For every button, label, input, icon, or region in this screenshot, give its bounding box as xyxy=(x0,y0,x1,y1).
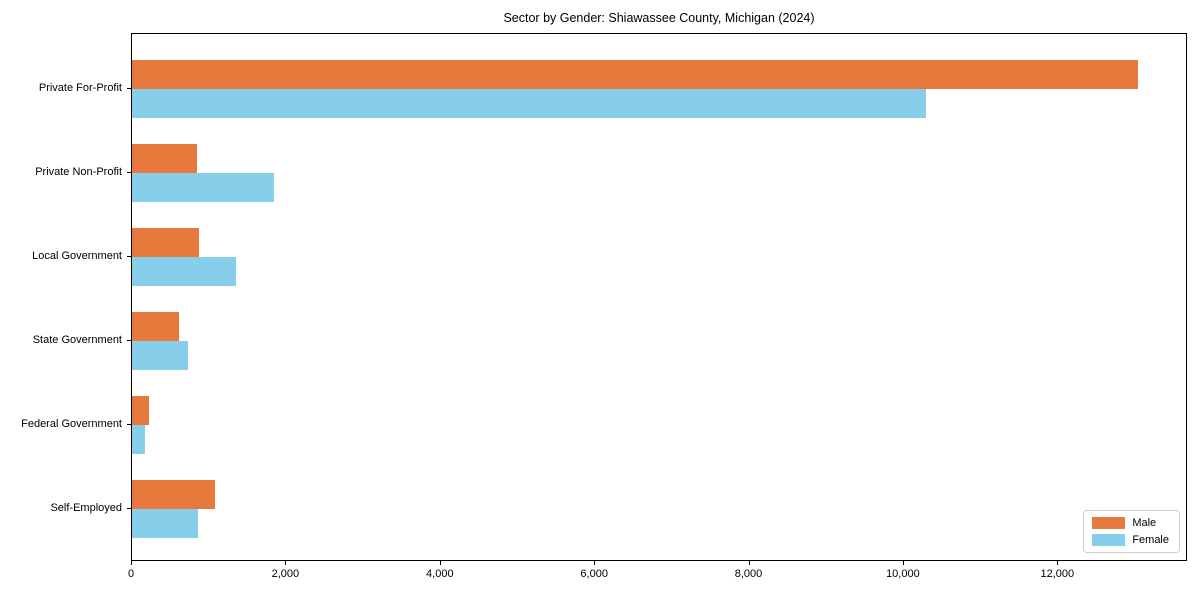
xtick-label-0: 0 xyxy=(127,568,135,580)
legend-item-male: Male xyxy=(1092,517,1169,529)
xtick-mark-6000 xyxy=(594,561,596,565)
female-legend-label: Female xyxy=(1132,534,1169,546)
ytick-label-local-government: Local Government xyxy=(32,250,122,262)
bar-private-for-profit-male xyxy=(132,60,1138,89)
bar-self-employed-male xyxy=(132,480,216,509)
ytick-label-federal-government: Federal Government xyxy=(21,418,122,430)
bar-self-employed-female xyxy=(132,509,198,538)
ytick-mark-private-non-profit xyxy=(127,172,131,173)
xtick-mark-12000 xyxy=(1057,561,1059,565)
xtick-label-10000: 10,000 xyxy=(886,568,920,580)
xtick-label-8000: 8,000 xyxy=(734,568,763,580)
ytick-mark-state-government xyxy=(127,340,131,341)
xtick-mark-4000 xyxy=(439,561,441,565)
ytick-mark-private-for-profit xyxy=(127,88,131,89)
xtick-label-4000: 4,000 xyxy=(426,568,454,580)
xtick-mark-8000 xyxy=(748,561,750,565)
ytick-label-private-for-profit: Private For-Profit xyxy=(38,82,122,94)
ytick-label-self-employed: Self-Employed xyxy=(50,502,122,514)
xtick-mark-0 xyxy=(131,561,132,565)
bar-private-non-profit-male xyxy=(132,144,197,173)
ytick-label-state-government: State Government xyxy=(32,334,122,346)
legend-item-female: Female xyxy=(1092,534,1169,546)
plot-area: Male Female xyxy=(131,33,1187,561)
bar-private-non-profit-female xyxy=(132,173,275,202)
bar-private-for-profit-female xyxy=(132,89,927,118)
male-legend-swatch xyxy=(1092,517,1126,529)
xtick-mark-10000 xyxy=(902,561,904,565)
xtick-label-6000: 6,000 xyxy=(580,568,608,580)
bar-federal-government-female xyxy=(132,425,146,454)
bar-local-government-male xyxy=(132,228,199,257)
ytick-mark-federal-government xyxy=(127,424,131,425)
bar-state-government-female xyxy=(132,341,188,370)
xtick-label-2000: 2,000 xyxy=(271,568,300,580)
ytick-mark-local-government xyxy=(127,256,131,257)
xtick-label-12000: 12,000 xyxy=(1040,568,1075,580)
chart-title: Sector by Gender: Shiawassee County, Mic… xyxy=(503,11,815,25)
ytick-label-private-non-profit: Private Non-Profit xyxy=(35,166,122,178)
xtick-mark-2000 xyxy=(285,561,287,565)
ytick-mark-self-employed xyxy=(127,508,131,509)
bar-federal-government-male xyxy=(132,396,150,425)
bar-state-government-male xyxy=(132,312,180,341)
legend: Male Female xyxy=(1083,510,1180,553)
female-legend-swatch xyxy=(1092,534,1126,546)
bar-local-government-female xyxy=(132,257,237,286)
male-legend-label: Male xyxy=(1132,517,1157,529)
